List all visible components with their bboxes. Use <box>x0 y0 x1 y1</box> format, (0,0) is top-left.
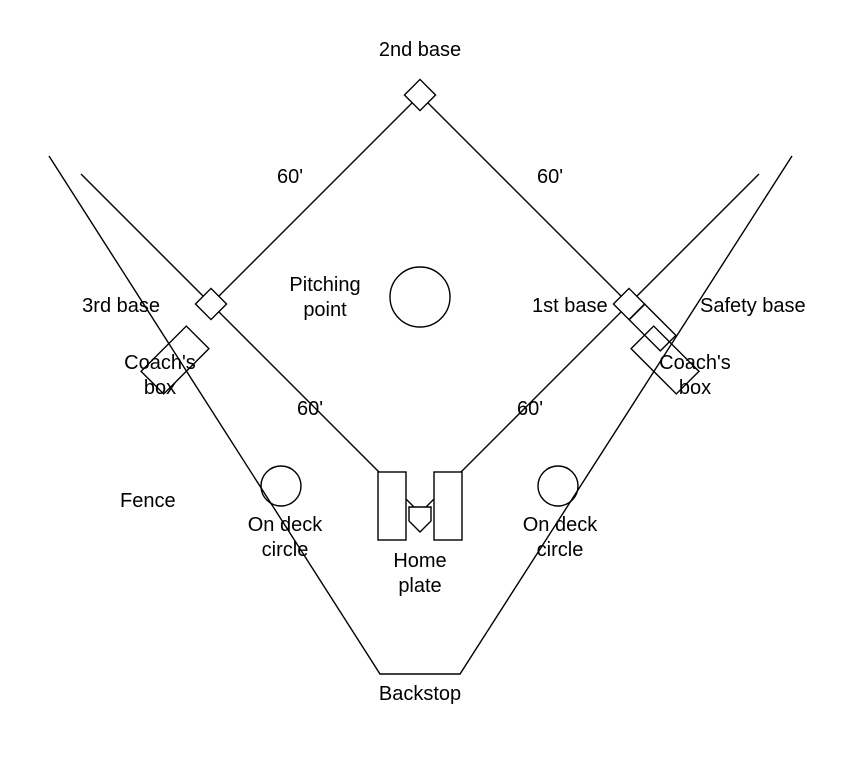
field-diagram: 2nd base 60' 60' 3rd base 1st base Safet… <box>0 0 859 763</box>
label-dist-tr: 60' <box>520 165 580 190</box>
on-deck-circle-right <box>538 466 578 506</box>
on-deck-circle-left <box>261 466 301 506</box>
label-safety-base: Safety base <box>700 294 830 319</box>
label-second-base: 2nd base <box>370 38 470 63</box>
label-third-base: 3rd base <box>70 294 160 319</box>
label-coachs-box-right: Coach's box <box>650 351 740 401</box>
batters-box-right <box>434 472 462 540</box>
label-first-base: 1st base <box>532 294 622 319</box>
label-pitching-point: Pitching point <box>270 273 380 323</box>
label-home-plate: Home plate <box>380 549 460 599</box>
pitching-circle <box>390 267 450 327</box>
batters-box-left <box>378 472 406 540</box>
label-dist-bl: 60' <box>280 397 340 422</box>
label-on-deck-right: On deck circle <box>515 513 605 563</box>
label-dist-br: 60' <box>500 397 560 422</box>
label-fence: Fence <box>120 489 200 514</box>
home-plate-shape <box>409 507 431 532</box>
label-on-deck-left: On deck circle <box>240 513 330 563</box>
label-coachs-box-left: Coach's box <box>115 351 205 401</box>
foul-line-left <box>81 174 211 304</box>
label-dist-tl: 60' <box>260 165 320 190</box>
label-backstop: Backstop <box>370 682 470 707</box>
